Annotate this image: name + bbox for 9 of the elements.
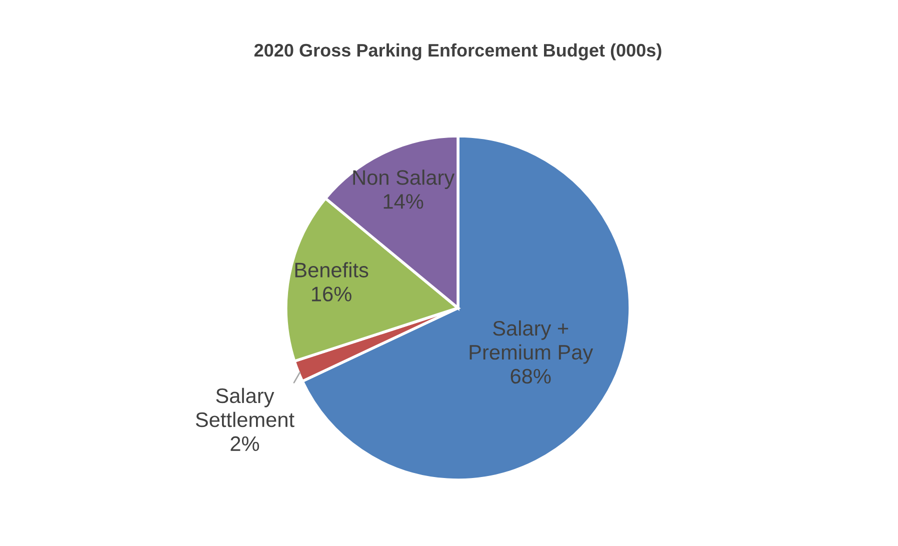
slice-label: Non Salary — [353, 170, 455, 190]
slice-label: Benefits — [295, 262, 368, 278]
slice-label: Salary + Premium Pay — [470, 320, 594, 364]
data-label: 14% — [384, 194, 424, 209]
chart-title: 2020 Gross Parking Enforcement Budget (000s) — [254, 43, 662, 60]
data-label: 2% — [230, 436, 260, 451]
data-label: 68% — [510, 368, 551, 384]
data-label: 16% — [312, 286, 352, 302]
slice-label: Salary Settlement — [196, 388, 294, 428]
